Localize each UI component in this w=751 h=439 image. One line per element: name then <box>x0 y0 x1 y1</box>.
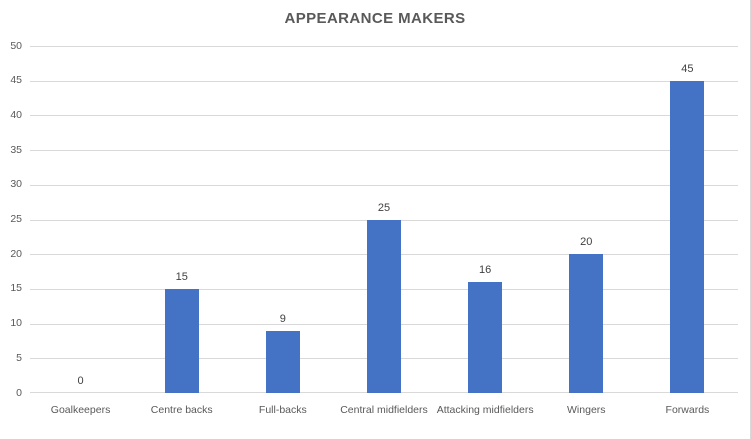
gridline <box>30 184 738 186</box>
y-axis-tick-label: 50 <box>10 39 22 52</box>
y-axis-tick-label: 10 <box>10 317 22 330</box>
x-category-label: Forwards <box>665 404 710 416</box>
x-category-label: Centre backs <box>150 404 213 416</box>
y-axis-tick-label: 35 <box>10 143 22 156</box>
y-axis-tick-label: 40 <box>10 108 22 121</box>
gridline <box>30 80 738 82</box>
y-axis-tick-label: 25 <box>10 213 22 225</box>
bar <box>670 80 705 393</box>
chart-title: APPEARANCE MAKERS <box>284 10 466 27</box>
y-axis-tick-label: 5 <box>16 351 22 364</box>
bar-value-label: 25 <box>377 201 391 214</box>
x-category-label: Attacking midfielders <box>436 404 534 416</box>
bar <box>164 288 199 393</box>
bar-value-label: 9 <box>279 312 286 325</box>
bar <box>265 330 300 393</box>
bar-value-label: 20 <box>580 236 593 249</box>
x-category-label: Full-backs <box>258 404 307 416</box>
y-axis-tick-label: 20 <box>10 247 22 260</box>
bar-value-label: 16 <box>479 263 492 276</box>
x-category-label: Central midfielders <box>340 404 428 416</box>
gridline <box>30 115 738 117</box>
x-category-label: Goalkeepers <box>50 404 111 416</box>
bar <box>569 254 604 393</box>
gridline <box>30 150 738 152</box>
y-axis-tick-label: 30 <box>10 178 22 191</box>
bar-value-label: 45 <box>681 62 694 75</box>
y-axis-tick-label: 15 <box>10 282 22 295</box>
plot-area: 0 15 9 25 16 20 45 <box>30 46 738 393</box>
gridline <box>30 46 738 47</box>
y-axis-tick-label: 0 <box>16 386 22 399</box>
bar-value-label: 15 <box>175 270 188 283</box>
bar-value-label: 0 <box>77 375 84 387</box>
y-axis-tick-label: 45 <box>10 74 22 87</box>
bar <box>468 281 503 393</box>
bar <box>367 219 401 393</box>
x-category-label: Wingers <box>567 404 606 416</box>
